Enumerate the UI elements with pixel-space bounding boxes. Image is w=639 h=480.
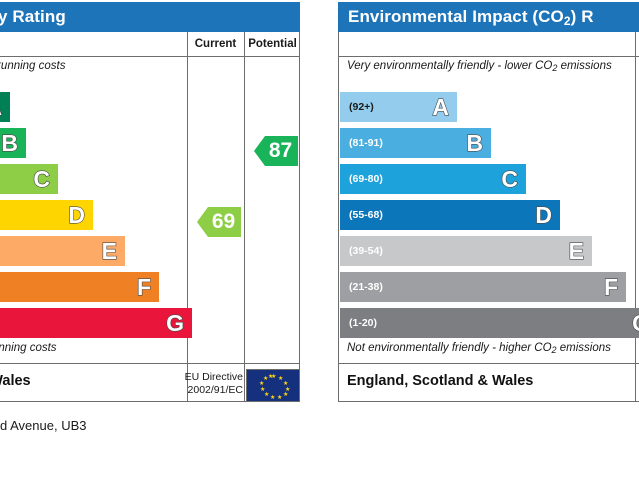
band-bar-d: (55-68) D	[340, 200, 560, 230]
environmental-impact-title-subscript: 2	[563, 14, 571, 28]
band-range-a: (92+)	[349, 101, 374, 113]
band-bar-g: (1-20) G	[340, 308, 639, 338]
band-letter-b: B	[466, 129, 484, 156]
property-address: d Avenue, UB3	[0, 418, 87, 433]
band-bar-a: (92+) A	[340, 92, 457, 122]
top-scale-note-pre: Very environmentally friendly - lower CO	[347, 60, 553, 72]
band-range-e: (39-54)	[349, 245, 383, 257]
band-letter-e: E	[568, 237, 585, 264]
eu-flag-icon: ★ ★ ★ ★ ★ ★ ★ ★ ★ ★ ★ ★	[246, 369, 300, 402]
band-letter-g: G	[632, 310, 639, 334]
current-rating-plaque: 69	[197, 207, 241, 237]
column-header-current: Current	[194, 38, 237, 50]
band-letter-f: F	[603, 273, 618, 300]
top-scale-note-post: emissions	[557, 60, 612, 72]
footer-rule-top	[0, 363, 299, 364]
potential-rating-plaque: 87	[254, 136, 298, 166]
band-letter-b: B	[1, 129, 19, 156]
band-letter-f: F	[136, 273, 151, 300]
band-bar-e: (39-54) E	[340, 236, 592, 266]
energy-efficiency-rating-chart: ciency Rating Current Potential t - lowe…	[0, 2, 300, 402]
region-label: England, Scotland & Wales	[347, 373, 534, 389]
environmental-impact-co2-rating-chart: Environmental Impact (CO2) R Current Pot…	[338, 2, 639, 402]
band-bar-c: (69-80) C	[0, 164, 58, 194]
current-column-divider	[635, 32, 636, 401]
top-scale-note: Very environmentally friendly - lower CO…	[347, 60, 612, 73]
band-letter-a: A	[0, 94, 3, 118]
band-range-g: (1-20)	[349, 317, 378, 329]
band-range-d: (55-68)	[349, 209, 383, 221]
bottom-scale-note: higher running costs	[0, 342, 57, 354]
band-range-c: (69-80)	[349, 173, 383, 185]
eu-directive-line1: EU Directive	[184, 371, 243, 383]
band-bar-f: (21-38) F	[0, 272, 159, 302]
band-letter-e: E	[101, 237, 118, 264]
footer-rule-top	[339, 363, 639, 364]
environmental-impact-rating-body: Current Potential Very environmentally f…	[338, 32, 639, 402]
header-rule	[0, 56, 299, 57]
top-scale-note-subscript: 2	[552, 63, 558, 73]
eu-directive-line2: 2002/91/EC	[187, 384, 243, 396]
band-letter-g: G	[166, 309, 185, 336]
band-bar-a: (92-100) A	[0, 92, 10, 122]
band-range-b: (81-91)	[349, 137, 383, 149]
band-letter-d: D	[68, 201, 86, 228]
band-letter-d: D	[535, 201, 553, 228]
bottom-scale-note: Not environmentally friendly - higher CO…	[347, 342, 611, 355]
band-range-f: (21-38)	[349, 281, 383, 293]
energy-efficiency-rating-body: Current Potential t - lower running cost…	[0, 32, 300, 402]
environmental-impact-rating-title: Environmental Impact (CO2) R	[338, 2, 639, 32]
band-bar-d: (55-68) D	[0, 200, 93, 230]
current-column-divider	[187, 32, 188, 401]
region-label: nd & Wales	[0, 373, 31, 389]
bottom-scale-note-subscript: 2	[551, 345, 557, 355]
environmental-impact-title-main: Environmental Impact (CO	[348, 7, 564, 26]
band-bar-b: (81-91) B	[340, 128, 491, 158]
column-header-current: Current	[635, 32, 639, 56]
band-letter-c: C	[501, 165, 519, 192]
band-bar-c: (69-80) C	[340, 164, 526, 194]
eu-directive-label: EU Directive 2002/91/EC	[170, 371, 243, 397]
bottom-scale-note-pre: Not environmentally friendly - higher CO	[347, 342, 552, 354]
energy-efficiency-rating-title: ciency Rating	[0, 2, 300, 32]
band-letter-c: C	[33, 165, 51, 192]
band-letter-a: A	[432, 93, 450, 120]
header-rule	[339, 56, 639, 57]
band-bar-g: (1-20) G	[0, 308, 192, 338]
band-bar-b: (81-91) B	[0, 128, 26, 158]
band-bar-e: (39-54) E	[0, 236, 125, 266]
top-scale-note: t - lower running costs	[0, 60, 66, 72]
bottom-scale-note-post: emissions	[556, 342, 611, 354]
column-header-potential: Potential	[248, 38, 297, 50]
potential-column-divider	[244, 32, 245, 401]
band-bar-f: (21-38) F	[340, 272, 626, 302]
environmental-impact-title-tail: ) R	[570, 7, 594, 26]
